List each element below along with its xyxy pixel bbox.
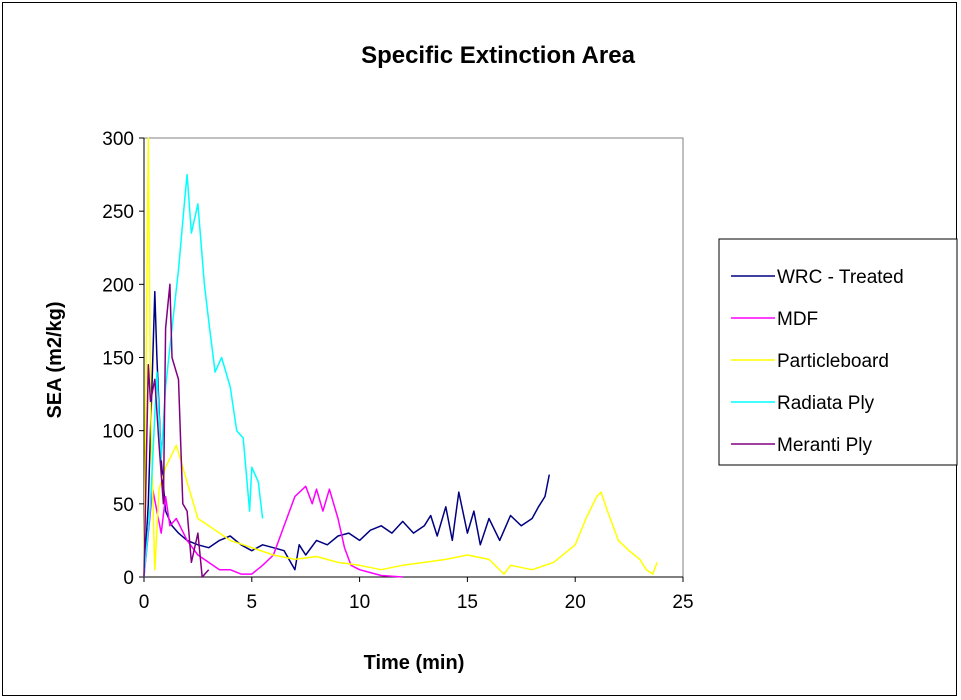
series-line-mdf xyxy=(143,485,403,578)
y-tick-label: 300 xyxy=(102,129,134,150)
y-tick-label: 250 xyxy=(102,202,134,223)
x-tick-label: 15 xyxy=(457,592,478,613)
x-tick-label: 25 xyxy=(672,592,693,613)
x-axis-ticks: 0 5 10 15 20 25 xyxy=(139,577,694,613)
y-tick-label: 50 xyxy=(113,495,134,516)
legend-label: WRC - Treated xyxy=(777,267,904,288)
legend-label: MDF xyxy=(777,309,818,330)
y-axis-ticks: 0 50 100 150 200 250 300 xyxy=(102,129,144,589)
x-tick-label: 20 xyxy=(565,592,586,613)
x-tick-label: 5 xyxy=(247,592,258,613)
series-line-wrc-treated xyxy=(143,290,551,578)
legend-label: Particleboard xyxy=(777,351,889,372)
legend-label: Radiata Ply xyxy=(777,393,875,414)
x-axis-title: Time (min) xyxy=(364,652,465,674)
series-line-meranti-ply xyxy=(143,283,210,578)
chart-title: Specific Extinction Area xyxy=(361,42,636,69)
legend-label: Meranti Ply xyxy=(777,435,873,456)
series-line-radiata-ply xyxy=(143,173,264,578)
line-chart: Specific Extinction Area 050100150200250… xyxy=(44,42,958,674)
series-layer xyxy=(143,137,658,578)
y-tick-label: 0 xyxy=(123,568,134,589)
y-tick-label: 200 xyxy=(102,275,134,296)
series-line-particleboard xyxy=(143,137,658,578)
x-tick-label: 10 xyxy=(349,592,370,613)
plot-area xyxy=(143,137,684,578)
y-tick-label: 100 xyxy=(102,422,134,443)
legend: WRC - Treated MDF Particleboard Radiata Ply… xyxy=(718,238,958,466)
y-axis-title: SEA (m2/kg) xyxy=(44,301,66,418)
y-tick-label: 150 xyxy=(102,349,134,370)
x-tick-label: 0 xyxy=(139,592,150,613)
